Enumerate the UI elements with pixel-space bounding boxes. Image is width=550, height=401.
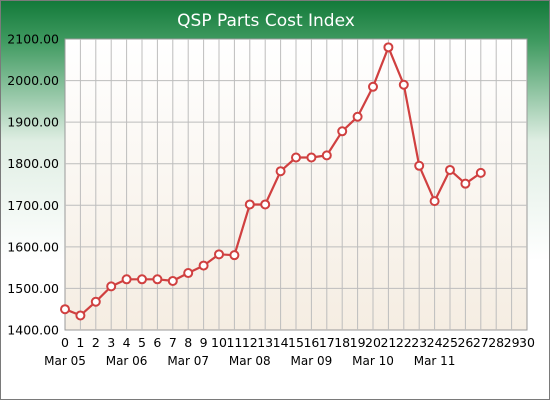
- horizontal-gridlines: [65, 80, 527, 289]
- data-point: [306, 152, 317, 163]
- data-point: [198, 260, 209, 271]
- x-tick-label: 10: [211, 335, 227, 350]
- x-tick-label: 22: [396, 335, 412, 350]
- x-tick-label: 15: [288, 335, 304, 350]
- y-tick-label: 1400.00: [7, 323, 59, 338]
- category-label: Mar 07: [167, 354, 209, 368]
- category-label: Mar 05: [44, 354, 86, 368]
- data-point: [383, 42, 394, 53]
- data-point: [121, 274, 132, 285]
- x-tick-label: 14: [273, 335, 289, 350]
- data-point: [167, 275, 178, 286]
- x-tick-label: 26: [457, 335, 473, 350]
- data-point: [137, 274, 147, 285]
- x-tick-label: 23: [411, 335, 427, 350]
- chart-title: QSP Parts Cost Index: [177, 11, 355, 31]
- data-point: [429, 196, 440, 207]
- x-tick-label: 27: [473, 335, 489, 350]
- x-tick-label: 20: [365, 335, 381, 350]
- x-tick-label: 17: [319, 335, 335, 350]
- data-point: [275, 166, 286, 177]
- y-tick-label: 1600.00: [7, 239, 59, 254]
- x-axis-category-labels: Mar 05 Mar 06 Mar 07 Mar 08 Mar 09 Mar 10 Mar …: [44, 354, 455, 368]
- y-tick-label: 1700.00: [7, 198, 59, 213]
- x-tick-label: 30: [519, 335, 535, 350]
- data-point: [60, 304, 70, 315]
- y-tick-label: 2100.00: [7, 32, 59, 47]
- series-cost-index: [60, 42, 486, 321]
- x-tick-label: 7: [169, 335, 177, 350]
- y-tick-label: 1500.00: [7, 281, 59, 296]
- data-point: [214, 249, 224, 260]
- data-point: [475, 167, 486, 178]
- data-point: [152, 274, 163, 285]
- data-point: [291, 152, 301, 163]
- data-point: [260, 199, 271, 210]
- data-point: [398, 79, 409, 90]
- x-tick-label: 8: [184, 335, 192, 350]
- y-tick-label: 2000.00: [7, 73, 59, 88]
- x-tick-label: 2: [92, 335, 100, 350]
- x-tick-label: 16: [303, 335, 319, 350]
- data-point: [445, 164, 455, 175]
- x-tick-label: 5: [138, 335, 146, 350]
- x-tick-label: 18: [334, 335, 350, 350]
- x-tick-label: 12: [242, 335, 258, 350]
- data-point: [90, 296, 101, 307]
- y-tick-label: 1800.00: [7, 156, 59, 171]
- data-point: [183, 268, 194, 279]
- data-point: [75, 310, 86, 321]
- category-label: Mar 08: [229, 354, 271, 368]
- y-axis-tick-labels: 1400.00 1500.00 1600.00 1700.00 1800.00 1900.…: [7, 32, 59, 338]
- x-tick-label: 9: [200, 335, 208, 350]
- data-point: [368, 81, 378, 92]
- x-tick-label: 29: [504, 335, 520, 350]
- data-point: [229, 250, 240, 261]
- x-tick-label: 25: [442, 335, 458, 350]
- x-tick-label: 6: [153, 335, 161, 350]
- category-label: Mar 10: [352, 354, 394, 368]
- data-point: [460, 178, 471, 189]
- category-label: Mar 11: [414, 354, 456, 368]
- x-tick-label: 0: [61, 335, 69, 350]
- x-tick-label: 11: [226, 335, 242, 350]
- data-point: [244, 199, 255, 210]
- x-tick-label: 1: [76, 335, 84, 350]
- x-tick-label: 13: [257, 335, 273, 350]
- data-point: [321, 150, 332, 161]
- data-point: [414, 160, 425, 171]
- x-tick-label: 4: [123, 335, 131, 350]
- y-tick-label: 1900.00: [7, 115, 59, 130]
- data-point: [106, 281, 117, 292]
- data-point: [337, 126, 348, 137]
- x-tick-label: 3: [107, 335, 115, 350]
- x-tick-label: 21: [380, 335, 396, 350]
- x-tick-label: 28: [488, 335, 504, 350]
- category-label: Mar 09: [291, 354, 333, 368]
- x-tick-label: 19: [350, 335, 366, 350]
- x-tick-label: 24: [427, 335, 443, 350]
- series-line: [64, 46, 482, 317]
- category-label: Mar 06: [106, 354, 148, 368]
- data-point: [352, 111, 363, 122]
- x-axis-tick-labels: 0 1 2 3 4 5 6 7 8 9 10 11 12 13 14 15 16 17 18 19 20 21 22 23 24…: [61, 335, 535, 350]
